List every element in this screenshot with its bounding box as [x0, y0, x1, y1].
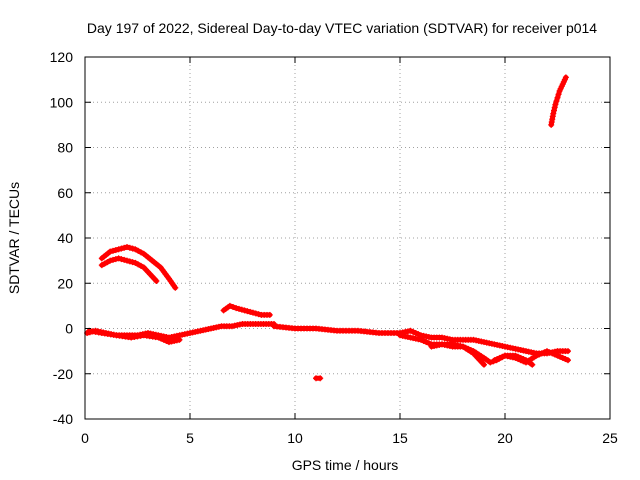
data-point	[241, 307, 248, 314]
grid	[85, 57, 610, 419]
series-arc-hump-upper	[98, 244, 179, 291]
data-point	[317, 375, 324, 382]
x-tick-label: 5	[186, 430, 194, 446]
y-tick-label: 40	[57, 230, 73, 246]
y-axis-label: SDTVAR / TECUs	[6, 182, 22, 294]
y-tick-label: 120	[50, 49, 74, 65]
x-axis-label: GPS time / hours	[292, 457, 399, 473]
data-point	[491, 357, 498, 364]
data-point	[554, 94, 561, 101]
y-tick-label: 20	[57, 275, 73, 291]
series-arc-baseline-b	[86, 327, 183, 346]
y-tick-label: -40	[53, 411, 73, 427]
y-axis: -40 -20 0 20 40 60 80 100 120	[50, 49, 610, 427]
data-point	[250, 309, 256, 316]
data-point	[124, 257, 130, 264]
series-arc-7h	[220, 302, 273, 318]
y-tick-label: 60	[57, 185, 73, 201]
chart-title: Day 197 of 2022, Sidereal Day-to-day VTE…	[87, 20, 597, 36]
x-tick-label: 10	[287, 430, 303, 446]
series-arc-rise	[548, 74, 569, 128]
data-point	[552, 101, 559, 108]
data-point	[565, 357, 571, 364]
series-arc-hump-lower	[98, 255, 160, 284]
x-tick-label: 0	[81, 430, 89, 446]
data-point	[115, 255, 122, 262]
data-point	[554, 352, 561, 359]
x-axis: 0 5 10 15 20 25	[81, 57, 618, 446]
y-tick-label: 0	[65, 321, 73, 337]
x-tick-label: 15	[392, 430, 408, 446]
series-arc-midday	[271, 323, 571, 357]
data-point	[115, 246, 122, 253]
data-point	[233, 305, 240, 312]
x-tick-label: 25	[602, 430, 618, 446]
y-tick-label: 80	[57, 140, 73, 156]
data-point	[124, 244, 130, 251]
series-arc-dip-upper	[428, 341, 487, 368]
series-arc-late	[491, 348, 571, 366]
y-tick-label: 100	[50, 94, 74, 110]
data-point	[544, 348, 550, 355]
x-tick-label: 20	[497, 430, 513, 446]
data-series	[84, 74, 571, 382]
series-arc-isolated	[313, 375, 324, 382]
y-tick-label: -20	[53, 366, 73, 382]
